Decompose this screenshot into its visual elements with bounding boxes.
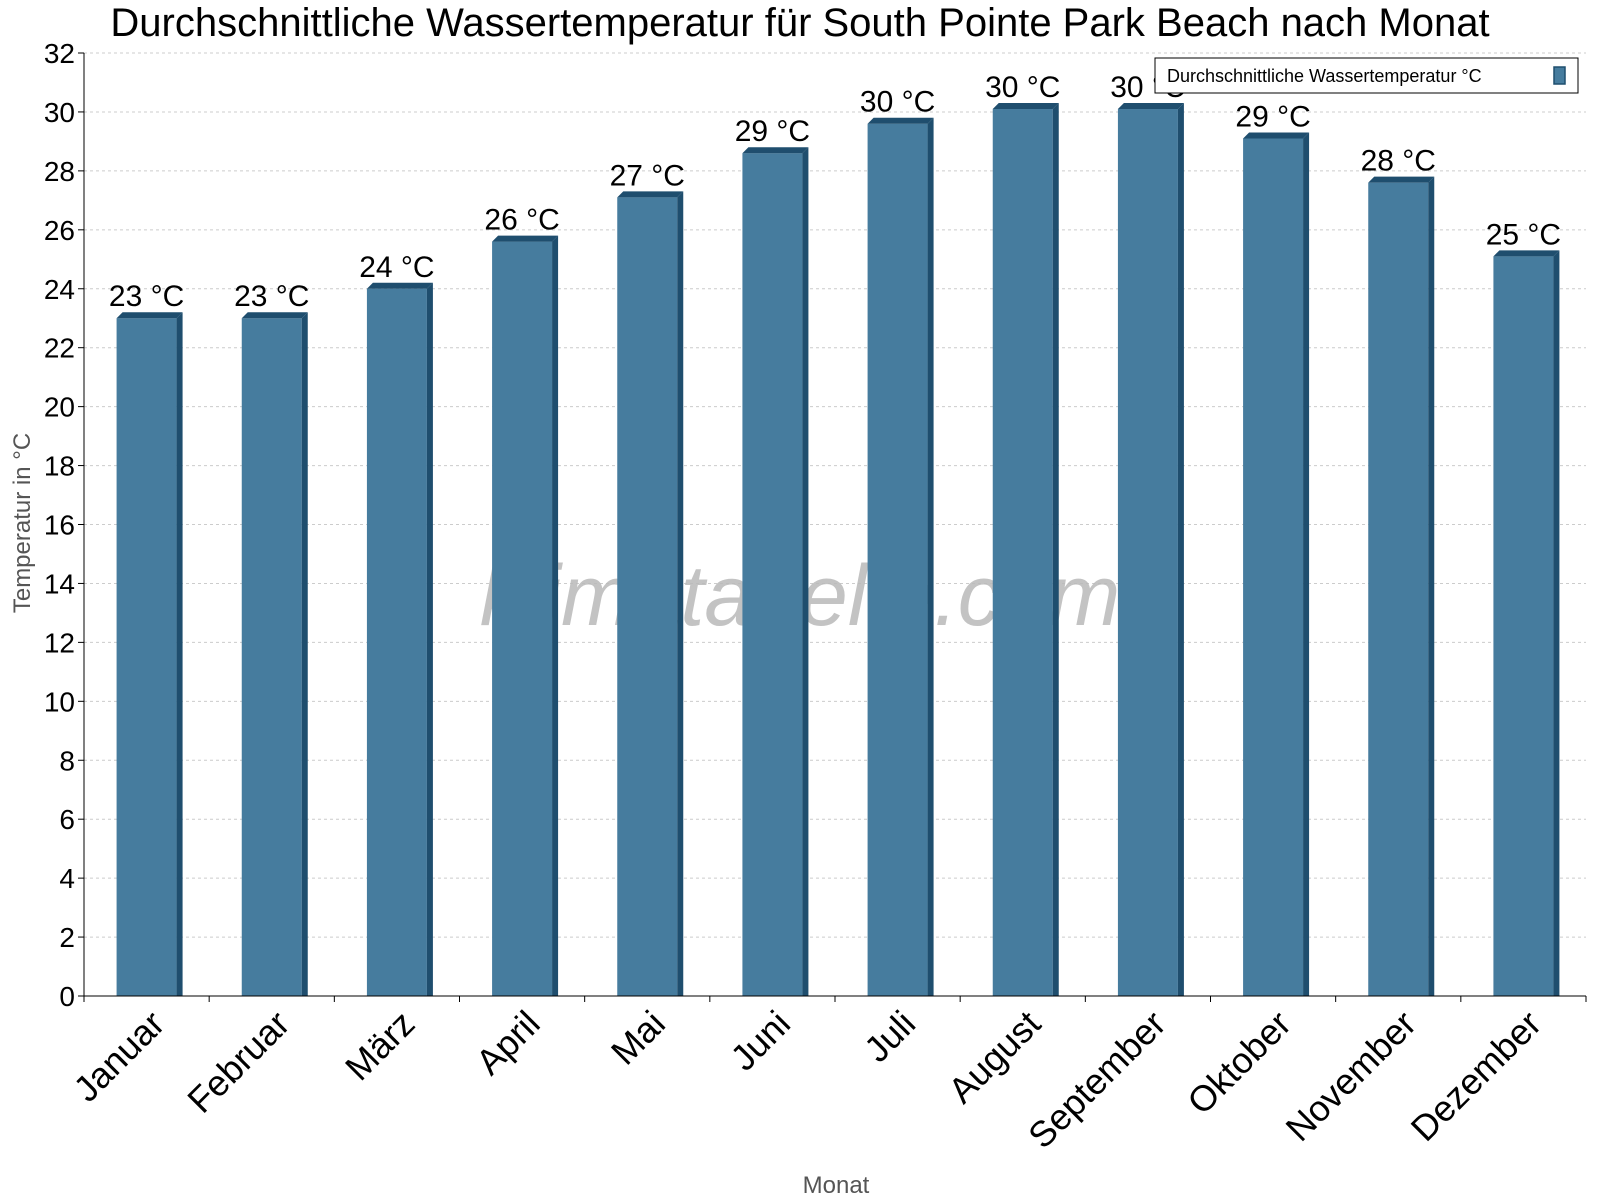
bar xyxy=(617,197,678,997)
bar xyxy=(1117,108,1178,997)
data-label: 27 °C xyxy=(610,159,685,192)
y-axis-title: Temperatur in °C xyxy=(9,433,36,613)
x-tick-label: Mai xyxy=(603,1003,673,1073)
y-tick-label: 18 xyxy=(44,451,75,482)
bar-top xyxy=(617,191,684,198)
data-label: 29 °C xyxy=(1235,100,1310,133)
data-label: 25 °C xyxy=(1486,218,1561,251)
x-tick-label: Januar xyxy=(65,1003,172,1110)
bars xyxy=(116,102,1560,997)
legend-label: Durchschnittliche Wassertemperatur °C xyxy=(1167,66,1482,86)
x-tick-label: September xyxy=(1020,1003,1174,1157)
bar xyxy=(742,153,803,997)
bar-top xyxy=(241,312,308,319)
x-tick-label: August xyxy=(940,1003,1048,1111)
bar-side xyxy=(426,282,433,996)
bar xyxy=(492,241,553,997)
data-label: 23 °C xyxy=(234,280,309,313)
data-labels: 23 °C 23 °C 24 °C 26 °C 27 °C 29 °C 30 °C 30 °C… xyxy=(109,71,1561,313)
bar-side xyxy=(1052,102,1059,997)
data-label: 29 °C xyxy=(735,115,810,148)
bar-side xyxy=(552,235,559,997)
x-tick-label: Februar xyxy=(179,1003,297,1121)
data-label: 26 °C xyxy=(484,204,559,237)
bar-top xyxy=(742,147,809,154)
bar xyxy=(867,123,928,997)
bar-top xyxy=(366,282,433,289)
y-tick-label: 30 xyxy=(44,97,75,128)
legend-box xyxy=(1154,57,1579,94)
bar-side xyxy=(927,117,934,997)
y-tick-label: 8 xyxy=(59,745,75,776)
y-tick-label: 20 xyxy=(44,392,75,423)
data-label: 30 °C xyxy=(860,86,935,119)
bar xyxy=(366,288,427,996)
data-label: 24 °C xyxy=(359,251,434,284)
x-tick-label: April xyxy=(468,1003,548,1083)
bar-side xyxy=(802,147,809,997)
bar xyxy=(992,108,1053,997)
y-tick-label: 12 xyxy=(44,627,75,658)
y-tick-label: 16 xyxy=(44,510,75,541)
bar xyxy=(116,318,177,996)
x-axis-title: Monat xyxy=(803,1172,870,1199)
x-tick-labels: Januar Februar März April Mai Juni Juli AugustS… xyxy=(65,1003,1549,1157)
bar xyxy=(1368,182,1429,997)
bar-top xyxy=(1493,250,1560,257)
bar-side xyxy=(1303,132,1310,997)
bar-top xyxy=(1243,132,1310,139)
y-tick-label: 4 xyxy=(59,863,75,894)
y-tick-label: 26 xyxy=(44,215,75,246)
data-label: 28 °C xyxy=(1361,145,1436,178)
x-tick-label: November xyxy=(1277,1003,1423,1149)
bar xyxy=(1493,256,1554,997)
bar-top xyxy=(867,117,934,124)
x-tick-label: Oktober xyxy=(1179,1003,1299,1123)
bar-top xyxy=(1368,176,1435,183)
x-tick-label: Dezember xyxy=(1403,1003,1549,1149)
y-tick-label: 22 xyxy=(44,333,75,364)
y-tick-label: 6 xyxy=(59,804,75,835)
bar-side xyxy=(1553,250,1560,997)
bar-top xyxy=(116,312,183,319)
bar xyxy=(1243,138,1304,997)
legend-swatch xyxy=(1553,66,1566,85)
bar-side xyxy=(1428,176,1435,997)
bar-top xyxy=(1117,102,1184,109)
bar-side xyxy=(1177,102,1184,997)
legend: Durchschnittliche Wassertemperatur °C xyxy=(1154,57,1579,94)
y-tick-label: 2 xyxy=(59,922,75,953)
data-label: 30 °C xyxy=(985,71,1060,104)
bar-top xyxy=(992,102,1059,109)
grid xyxy=(84,52,1586,938)
y-tick-label: 14 xyxy=(44,568,75,599)
y-tick-label: 28 xyxy=(44,156,75,187)
x-tick-label: März xyxy=(337,1003,423,1089)
bar-top xyxy=(492,235,559,242)
y-tick-label: 24 xyxy=(44,274,75,305)
chart-title: Durchschnittliche Wassertemperatur für S… xyxy=(110,1,1489,45)
bar-side xyxy=(301,312,308,996)
y-tick-label: 32 xyxy=(44,38,75,69)
y-tick-label: 10 xyxy=(44,686,75,717)
x-tick-label: Juli xyxy=(856,1003,923,1070)
data-label: 23 °C xyxy=(109,280,184,313)
x-tick-label: Juni xyxy=(722,1003,798,1079)
bar-side xyxy=(176,312,183,996)
bar xyxy=(241,318,302,996)
axes xyxy=(78,52,1587,1002)
bar-side xyxy=(677,191,684,997)
y-tick-label: 0 xyxy=(59,981,75,1012)
